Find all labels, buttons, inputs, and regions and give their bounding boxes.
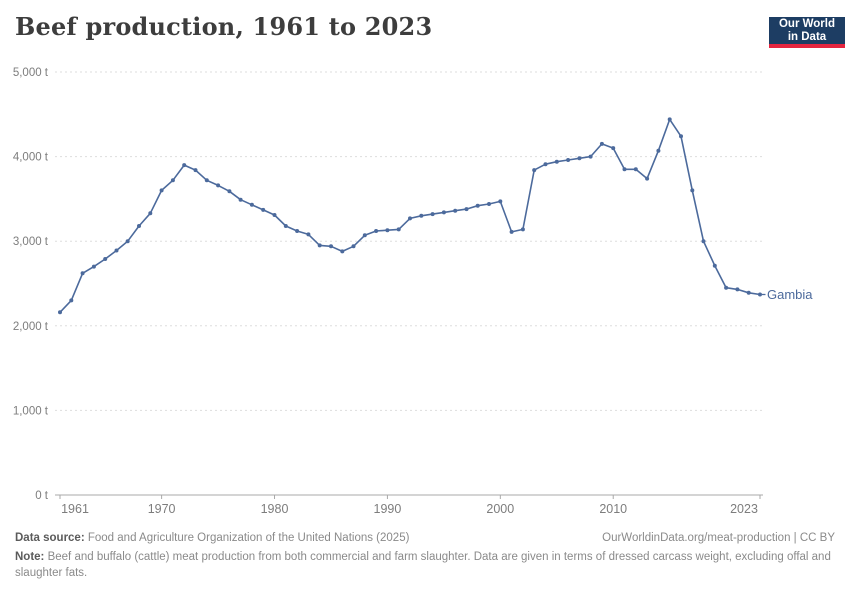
data-point[interactable] [690, 188, 695, 193]
data-point[interactable] [114, 248, 119, 253]
data-point[interactable] [735, 287, 740, 292]
data-point[interactable] [103, 257, 108, 261]
data-point[interactable] [272, 213, 277, 217]
data-point[interactable] [137, 224, 141, 228]
data-point[interactable] [656, 148, 661, 153]
data-point[interactable] [577, 156, 582, 161]
data-point[interactable] [385, 228, 390, 233]
data-source-value: Food and Agriculture Organization of the… [84, 532, 410, 544]
chart-title: Beef production, 1961 to 2023 [15, 12, 433, 41]
data-point[interactable] [329, 244, 333, 249]
data-point[interactable] [216, 183, 221, 188]
data-point[interactable] [475, 203, 480, 208]
data-point[interactable] [487, 202, 491, 206]
data-point[interactable] [724, 285, 729, 290]
note-label: Note: [15, 550, 45, 563]
data-point[interactable] [633, 167, 638, 172]
data-point[interactable] [566, 158, 571, 162]
data-point[interactable] [193, 168, 198, 173]
data-point[interactable] [408, 216, 412, 221]
data-point[interactable] [249, 202, 254, 207]
x-tick-label: 1990 [374, 502, 402, 516]
owid-citation-link[interactable]: OurWorldinData.org/meat-production | CC … [602, 532, 835, 544]
data-point[interactable] [306, 232, 311, 237]
x-tick-label: 1970 [148, 502, 176, 516]
data-point[interactable] [453, 208, 458, 213]
data-point[interactable] [170, 178, 175, 183]
data-point[interactable] [125, 239, 130, 244]
y-tick-label: 2,000 t [13, 321, 49, 333]
data-point[interactable] [204, 178, 209, 183]
data-point[interactable] [69, 298, 74, 303]
source-row: Data source: Food and Agriculture Organi… [15, 531, 835, 547]
data-point[interactable] [588, 154, 593, 159]
data-point[interactable] [351, 244, 356, 249]
owid-logo-line1: Our World [778, 17, 835, 30]
y-tick-label: 5,000 t [13, 67, 49, 79]
data-point[interactable] [419, 213, 424, 218]
data-point[interactable] [148, 211, 153, 216]
data-point[interactable] [441, 210, 446, 215]
data-point[interactable] [712, 263, 717, 268]
data-source-label: Data source: [15, 532, 85, 544]
data-point[interactable] [362, 233, 367, 238]
data-point[interactable] [543, 162, 548, 167]
data-point[interactable] [261, 207, 266, 212]
data-point[interactable] [340, 249, 345, 254]
data-point[interactable] [758, 292, 762, 297]
data-point[interactable] [430, 212, 435, 217]
data-point[interactable] [701, 239, 706, 244]
x-tick-label: 2023 [730, 502, 758, 516]
y-tick-label: 3,000 t [13, 236, 49, 248]
data-point[interactable] [622, 167, 627, 172]
data-point[interactable] [599, 141, 604, 146]
data-point[interactable] [667, 117, 672, 122]
data-source-text: Data source: Food and Agriculture Organi… [15, 531, 409, 547]
data-point[interactable] [396, 227, 401, 232]
note-row: Note: Beef and buffalo (cattle) meat pro… [15, 550, 835, 582]
chart-footer: Data source: Food and Agriculture Organi… [15, 531, 835, 582]
x-tick-label: 1961 [61, 502, 89, 516]
data-point[interactable] [227, 189, 232, 194]
data-point[interactable] [159, 188, 164, 193]
data-point[interactable] [283, 224, 288, 228]
data-point[interactable] [58, 310, 62, 315]
owid-logo-line2: in Data [787, 30, 827, 43]
data-point[interactable] [295, 229, 300, 233]
entity-label[interactable]: Gambia [767, 287, 813, 302]
data-point[interactable] [509, 229, 514, 234]
x-tick-label: 2000 [486, 502, 514, 516]
owid-logo[interactable]: Our World in Data [769, 17, 845, 48]
y-tick-label: 0 t [35, 490, 49, 502]
data-point[interactable] [498, 199, 503, 204]
data-point[interactable] [80, 271, 85, 276]
data-point[interactable] [182, 163, 187, 168]
data-point[interactable] [317, 243, 322, 248]
data-point[interactable] [532, 168, 537, 173]
data-point[interactable] [520, 227, 525, 232]
data-point[interactable] [91, 264, 96, 269]
y-tick-label: 4,000 t [13, 152, 49, 164]
data-point[interactable] [464, 207, 469, 212]
line-series-gambia[interactable] [59, 118, 761, 314]
data-point[interactable] [554, 159, 559, 164]
x-tick-label: 2010 [599, 502, 627, 516]
data-point[interactable] [645, 176, 650, 181]
x-tick-label: 1980 [261, 502, 289, 516]
data-point[interactable] [679, 134, 683, 139]
note-value: Beef and buffalo (cattle) meat productio… [15, 550, 831, 579]
data-point[interactable] [374, 229, 379, 233]
data-point[interactable] [746, 290, 751, 295]
data-point[interactable] [611, 146, 616, 151]
data-point[interactable] [238, 197, 243, 202]
y-tick-label: 1,000 t [13, 405, 49, 417]
